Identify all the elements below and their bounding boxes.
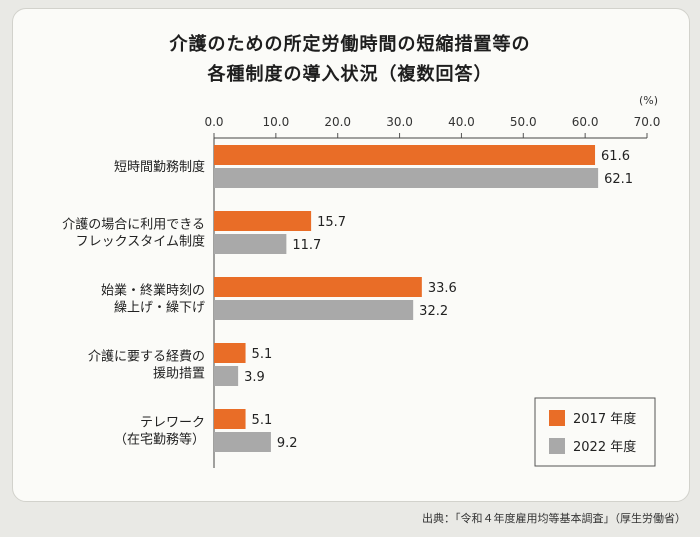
chart-title-line2: 各種制度の導入状況（複数回答） bbox=[207, 64, 493, 85]
x-tick-label: 10.0 bbox=[262, 115, 289, 129]
bar-value-label: 5.1 bbox=[252, 347, 273, 362]
bar bbox=[214, 277, 422, 297]
legend-label: 2022 年度 bbox=[573, 439, 636, 455]
bar bbox=[214, 366, 239, 386]
x-tick-label: 0.0 bbox=[204, 115, 223, 129]
category-label: 短時間勤務制度 bbox=[114, 159, 205, 175]
bar bbox=[214, 234, 287, 254]
bar bbox=[214, 211, 312, 231]
bar-value-label: 3.9 bbox=[244, 370, 265, 385]
category-label: 介護の場合に利用できる bbox=[62, 217, 205, 233]
category-label: フレックスタイム制度 bbox=[76, 234, 205, 250]
bar bbox=[214, 145, 596, 165]
category-label: テレワーク bbox=[140, 416, 205, 431]
bar-value-label: 9.2 bbox=[277, 436, 298, 451]
bar bbox=[214, 409, 246, 429]
x-tick-label: 50.0 bbox=[510, 115, 537, 129]
bar-value-label: 11.7 bbox=[292, 238, 321, 253]
legend-swatch bbox=[549, 438, 565, 454]
bar-value-label: 33.6 bbox=[428, 281, 457, 296]
bar bbox=[214, 432, 271, 452]
category-label: 繰上げ・繰下げ bbox=[114, 301, 205, 316]
category-label: （在宅勤務等） bbox=[114, 432, 205, 448]
bar-value-label: 5.1 bbox=[252, 413, 273, 428]
bar-value-label: 32.2 bbox=[419, 304, 448, 319]
x-axis-unit-label: (%) bbox=[639, 94, 658, 107]
x-tick-label: 60.0 bbox=[572, 115, 599, 129]
bar bbox=[214, 343, 246, 363]
x-tick-label: 30.0 bbox=[386, 115, 413, 129]
category-label: 始業・終業時刻の bbox=[101, 283, 205, 299]
category-label: 援助措置 bbox=[153, 367, 205, 382]
legend-swatch bbox=[549, 410, 565, 426]
legend-box bbox=[534, 397, 656, 467]
chart-title-line1: 介護のための所定労働時間の短縮措置等の bbox=[169, 34, 531, 55]
x-tick-label: 20.0 bbox=[324, 115, 351, 129]
x-tick-label: 70.0 bbox=[634, 115, 661, 129]
bar-value-label: 61.6 bbox=[601, 149, 630, 164]
bar-value-label: 62.1 bbox=[604, 172, 633, 187]
bar bbox=[214, 300, 414, 320]
legend-label: 2017 年度 bbox=[573, 411, 636, 427]
bar bbox=[214, 168, 599, 188]
source-note: 出典：「令和４年度雇用均等基本調査」（厚生労働省） bbox=[422, 512, 686, 525]
category-label: 介護に要する経費の bbox=[88, 349, 205, 365]
bar-value-label: 15.7 bbox=[317, 215, 346, 230]
x-tick-label: 40.0 bbox=[448, 115, 475, 129]
